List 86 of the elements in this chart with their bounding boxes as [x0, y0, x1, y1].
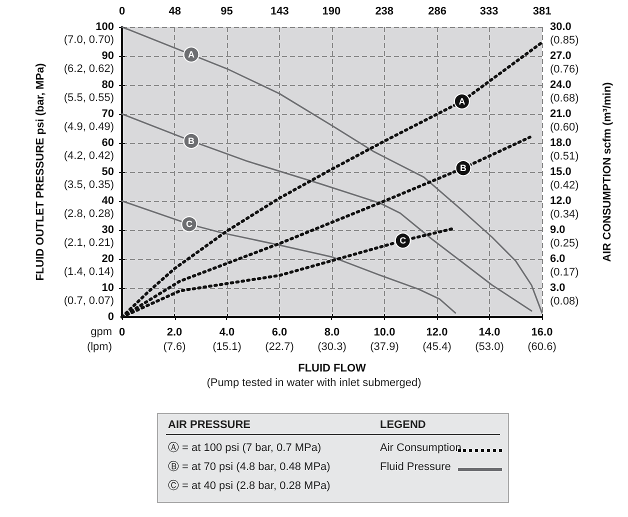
text: (0.7, 0.07) — [62, 295, 114, 307]
y-tick-label: 90 — [102, 50, 114, 62]
x-axis-title: FLUID FLOW — [298, 362, 367, 374]
text: (7.0, 0.70) — [62, 34, 114, 46]
series-label: A — [458, 96, 466, 106]
y-tick-label: 30 — [102, 224, 114, 236]
y-tick-label: 100 — [96, 21, 114, 33]
y3-tick-label: (0.85) — [550, 34, 579, 47]
y2-axis-title: AIR CONSUMPTION scfm (m³/min) — [602, 82, 614, 262]
y3-tick-label: (0.68) — [550, 92, 579, 105]
x-tick-label: 0 — [118, 326, 126, 338]
text: (5.5, 0.55) — [64, 92, 114, 104]
y2-tick-label: 24.0 — [550, 79, 572, 91]
y3-tick-label: (0.08) — [550, 296, 579, 308]
x2-tick-label: 286 — [428, 6, 446, 18]
x-tick-label: 10.0 — [374, 326, 396, 338]
text: (60.6) — [526, 341, 558, 353]
y-tick-label: 50 — [102, 166, 114, 178]
x2-tick-label: 0 — [118, 6, 126, 18]
x-tick-label: 12.0 — [426, 326, 448, 338]
y-tick-label: 40 — [102, 195, 114, 207]
y-tick-label: 0 — [108, 311, 114, 323]
text: (30.3) — [316, 341, 348, 353]
x-tick-label: 6.0 — [272, 326, 288, 338]
text: (3.5, 0.35) — [64, 179, 114, 191]
y3-tick-label: (0.60) — [550, 122, 579, 134]
y2-tick-label: 3.0 — [550, 282, 566, 294]
x-tick-label: 8.0 — [324, 326, 340, 338]
text: (2.8, 0.28) — [64, 208, 114, 220]
x-tick-label: 2.0 — [166, 326, 182, 338]
text: Air Consumption — [380, 442, 462, 454]
text: (4.2, 0.42) — [64, 150, 114, 162]
text: (45.4) — [422, 341, 452, 353]
y-axis-title: FLUID OUTLET PRESSURE psi (bar, MPa) — [34, 62, 46, 281]
x2-tick-label: 48 — [168, 6, 182, 18]
text: (4.9, 0.49) — [64, 121, 114, 133]
text: (15.1) — [212, 341, 242, 353]
y2-tick-label: 9.0 — [550, 224, 566, 236]
series-label: C — [400, 236, 407, 246]
x-tick-label: 14.0 — [478, 326, 500, 338]
x2-tick-label: 190 — [322, 6, 341, 18]
y-tick-label: 70 — [102, 108, 114, 120]
x-tick-label: 16.0 — [531, 326, 553, 338]
y2-tick-label: 12.0 — [550, 195, 572, 207]
text: Fluid Pressure — [380, 461, 451, 473]
y3-tick-label: (0.51) — [550, 150, 579, 163]
text: (22.7) — [264, 341, 295, 353]
y3-tick-label: (0.25) — [550, 238, 579, 250]
text: (2.1, 0.21) — [64, 237, 114, 249]
series-label: C — [186, 219, 193, 230]
x2-tick-label: 143 — [270, 6, 289, 18]
text: (53.0) — [474, 341, 505, 353]
text: (7.6) — [162, 341, 187, 353]
x-tick-label: 4.0 — [219, 326, 235, 338]
text: (Pump tested in water with inlet submerged) — [206, 377, 422, 389]
x2-tick-label: 95 — [220, 6, 233, 18]
y-tick-label: 80 — [102, 79, 114, 91]
y2-tick-label: 21.0 — [550, 108, 572, 120]
series-label: B — [460, 163, 467, 174]
y3-tick-label: (0.76) — [550, 64, 579, 76]
series-label: B — [188, 136, 196, 146]
y2-tick-label: 30.0 — [550, 21, 572, 33]
y3-tick-label: (0.17) — [550, 266, 579, 279]
y-tick-label: 10 — [102, 282, 114, 294]
x2-tick-label: 333 — [480, 6, 498, 18]
x2-tick-label: 238 — [375, 6, 394, 18]
text: LEGEND — [380, 419, 426, 431]
text: Ⓐ = at 100 psi (7 bar, 0.7 MPa) — [168, 440, 322, 455]
y-tick-label: 20 — [102, 253, 114, 265]
y2-tick-label: 15.0 — [550, 166, 572, 178]
text: (37.9) — [369, 341, 400, 353]
y3-tick-label: (0.34) — [550, 208, 579, 221]
y2-tick-label: 18.0 — [550, 137, 572, 149]
y3-tick-label: (0.42) — [550, 180, 579, 192]
x2-tick-label: 381 — [532, 6, 552, 18]
text: (6.2, 0.62) — [64, 63, 114, 75]
y-tick-label: 60 — [102, 137, 114, 149]
text: Ⓑ = at 70 psi (4.8 bar, 0.48 MPa) — [168, 460, 330, 474]
line-series — [121, 200, 456, 314]
series-label: A — [188, 50, 196, 60]
y2-tick-label: 27.0 — [550, 50, 572, 62]
text: AIR PRESSURE — [168, 419, 251, 431]
text: (1.4, 0.14) — [64, 266, 114, 278]
text: Ⓒ = at 40 psi (2.8 bar, 0.28 MPa) — [168, 478, 330, 493]
y2-tick-label: 6.0 — [550, 253, 566, 265]
text: gpm (lpm) — [86, 325, 112, 355]
